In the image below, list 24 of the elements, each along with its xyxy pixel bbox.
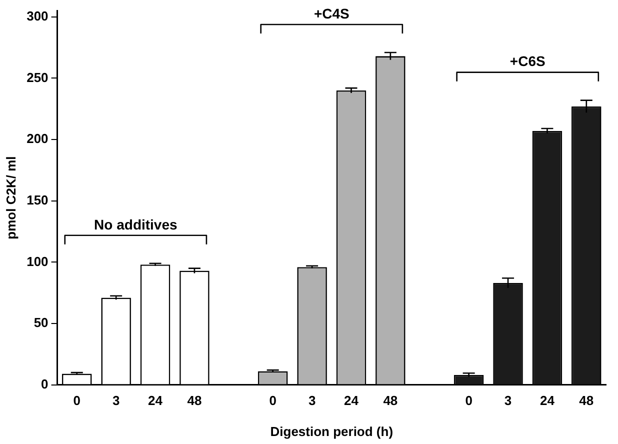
y-tick-label: 250 bbox=[26, 70, 48, 85]
annotation: +C4S bbox=[314, 5, 350, 22]
y-tick-label: 200 bbox=[26, 131, 48, 146]
x-tick-label: 3 bbox=[112, 393, 120, 408]
x-tick-label: 0 bbox=[465, 393, 472, 408]
x-tick-label: 0 bbox=[269, 393, 276, 408]
x-axis-title: Digestion period (h) bbox=[270, 424, 394, 439]
x-tick-label: 24 bbox=[540, 393, 556, 408]
x-tick-label: 24 bbox=[344, 393, 360, 408]
x-tick-label: 3 bbox=[504, 393, 512, 408]
x-tick-label: 48 bbox=[579, 393, 594, 408]
y-tick-label: 50 bbox=[34, 315, 48, 330]
x-tick-label: 48 bbox=[383, 393, 398, 408]
annotation: +C6S bbox=[510, 53, 546, 70]
y-tick-label: 0 bbox=[41, 376, 48, 392]
y-tick-label: 150 bbox=[26, 192, 48, 208]
x-tick-label: 48 bbox=[187, 393, 202, 408]
x-tick-label: 3 bbox=[308, 393, 316, 408]
x-tick-label: 24 bbox=[148, 393, 164, 408]
y-tick-label: 100 bbox=[26, 254, 48, 269]
annotation: No additives bbox=[94, 216, 178, 232]
y-tick-label: 300 bbox=[26, 8, 48, 24]
y-axis-title: pmol C2K/ ml bbox=[3, 156, 18, 240]
x-tick-label: 0 bbox=[73, 393, 81, 408]
